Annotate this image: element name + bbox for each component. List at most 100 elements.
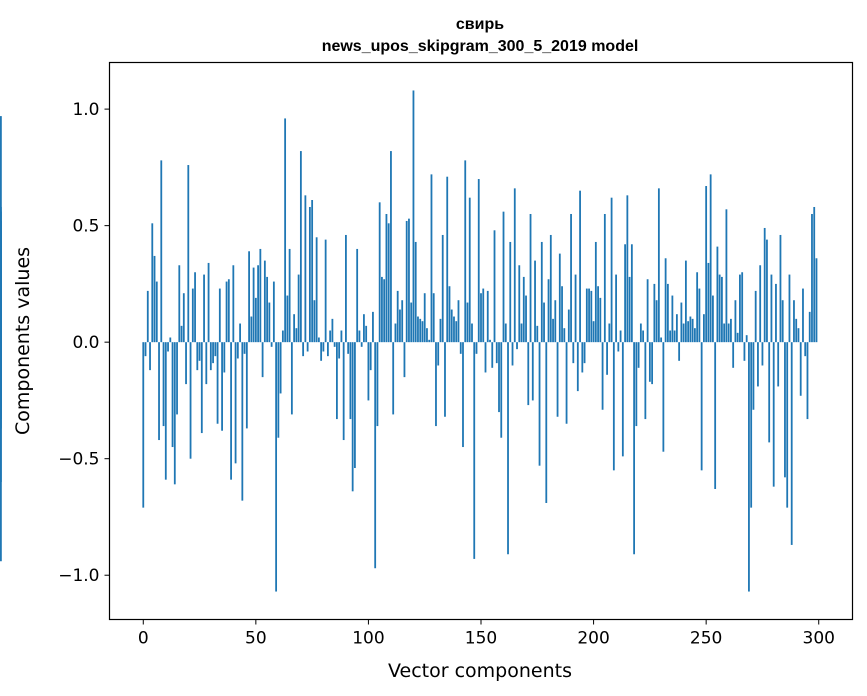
bar-27 [203, 274, 205, 343]
bar-68 [295, 328, 298, 343]
bar-254 [714, 342, 717, 489]
bar-76 [313, 300, 316, 343]
bar-167 [518, 265, 521, 343]
bar-272 [754, 290, 757, 343]
x-tick-label: 100 [352, 629, 384, 649]
bar-81 [324, 239, 327, 343]
bar-92 [349, 342, 352, 420]
bar-6 [155, 281, 158, 343]
bar-224 [646, 279, 649, 343]
bar-241 [684, 260, 687, 343]
bar-196 [583, 342, 586, 364]
bar-289 [793, 300, 795, 343]
bar-63 [284, 118, 287, 343]
bar-32 [214, 342, 217, 357]
bar-120 [412, 90, 415, 343]
bar-173 [531, 342, 534, 401]
bar-129 [432, 293, 435, 343]
bar-215 [626, 195, 629, 343]
bar-60 [277, 342, 280, 438]
bar-211 [617, 342, 620, 352]
y-tick-label: −1.0 [58, 566, 99, 586]
bar-206 [606, 342, 608, 375]
bar-107 [383, 279, 386, 343]
bar-233 [666, 283, 669, 343]
bar-166 [516, 342, 518, 350]
bar-78 [317, 337, 320, 343]
bar-77 [315, 237, 318, 343]
bar-194 [579, 190, 581, 343]
bar-299 [815, 258, 818, 343]
bar-44 [241, 342, 244, 501]
bar-45 [243, 342, 246, 354]
bar-141 [459, 342, 462, 354]
bar-50 [254, 297, 257, 343]
bar-207 [608, 323, 611, 343]
bar-188 [565, 342, 568, 424]
bar-201 [594, 241, 597, 343]
bar-116 [403, 342, 406, 378]
bar-90 [345, 234, 347, 343]
bar-219 [635, 342, 638, 427]
bar-23 [194, 272, 196, 343]
x-tick-label: 150 [465, 629, 497, 649]
bar-127 [428, 339, 431, 343]
bar-147 [473, 342, 476, 559]
bar-74 [308, 206, 311, 343]
bar-3 [149, 342, 151, 371]
y-axis-label: Components values [12, 247, 34, 435]
bar-106 [381, 276, 383, 343]
bar-57 [270, 342, 273, 347]
bar-242 [687, 321, 690, 343]
x-axis-ticks: 0 50 100 150 200 250 300 [138, 619, 835, 649]
bar-128 [430, 174, 433, 343]
bar-250 [705, 186, 708, 343]
bar-212 [619, 330, 622, 343]
bar-80 [322, 342, 325, 352]
y-tick-label: −0.5 [58, 450, 99, 470]
bar-245 [693, 328, 696, 343]
x-axis-label: Vector components [388, 660, 572, 682]
bar-189 [567, 309, 570, 343]
bar-38 [227, 279, 230, 343]
bar-258 [723, 323, 726, 343]
bar-17 [180, 325, 183, 343]
bar-112 [394, 323, 397, 343]
bar-9 [162, 342, 165, 427]
x-tick-label: 0 [138, 629, 149, 649]
bar-204 [601, 342, 604, 410]
x-tick-label: 250 [690, 629, 722, 649]
bar-228 [655, 300, 658, 343]
bar-82 [327, 342, 329, 357]
bar-177 [540, 241, 543, 343]
bar-252 [709, 174, 712, 343]
bar-4 [151, 223, 154, 343]
bar-52 [259, 248, 262, 343]
bar-59 [275, 342, 278, 592]
bar-155 [491, 342, 494, 368]
bar-41 [234, 342, 237, 464]
bar-126 [426, 328, 428, 343]
bar-190 [570, 213, 572, 343]
bar-266 [741, 272, 744, 343]
bar-95 [356, 248, 359, 343]
bar-195 [581, 342, 584, 373]
bar-8 [160, 160, 163, 343]
bar-296 [808, 311, 811, 343]
bar-58 [272, 281, 275, 343]
y-axis-ticks: −1.0 −0.5 0.0 0.5 1.0 [58, 100, 110, 586]
bar-161 [504, 323, 507, 343]
bar-168 [520, 323, 523, 343]
bar-75 [311, 200, 314, 343]
bar-137 [450, 309, 453, 343]
bar-192 [574, 274, 577, 343]
bar-267 [743, 342, 746, 361]
bar-221 [639, 323, 642, 343]
bar-247 [698, 288, 701, 343]
bar-265 [739, 274, 741, 343]
bar-43 [239, 323, 241, 343]
bar-0 [142, 342, 145, 508]
bars-group [0, 90, 818, 592]
bar-259 [725, 209, 728, 343]
